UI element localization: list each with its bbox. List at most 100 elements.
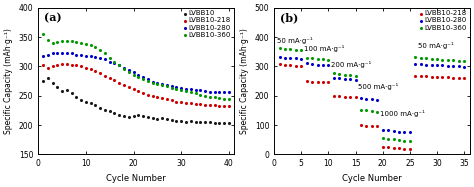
LVBB10-360 (116, 64, 123, 67)
LVBB10-280 (58, 52, 66, 55)
LVBB10-218 (135, 90, 142, 93)
LVBB10-360 (225, 98, 233, 101)
LVBB10-280 (368, 98, 375, 101)
Text: 50 mA·g⁻¹: 50 mA·g⁻¹ (277, 37, 312, 44)
LVBB10-218 (336, 95, 343, 98)
LVBB10 (58, 90, 66, 93)
LVBB10-360 (54, 40, 61, 43)
LVBB10-218 (292, 64, 300, 67)
LVBB10-218 (390, 146, 397, 149)
LVBB10-218 (96, 72, 104, 75)
LVBB10-218 (91, 70, 99, 73)
LVBB10-218 (197, 102, 204, 105)
LVBB10-280 (428, 63, 436, 66)
LVBB10-218 (144, 93, 152, 96)
LVBB10 (154, 118, 161, 121)
LVBB10-218 (182, 101, 190, 104)
LVBB10-360 (428, 57, 436, 60)
LVBB10-218 (173, 100, 180, 103)
LVBB10-280 (363, 97, 370, 100)
LVBB10-218 (357, 124, 365, 127)
LVBB10 (163, 118, 171, 121)
LVBB10-218 (368, 125, 375, 128)
LVBB10-218 (341, 95, 348, 98)
LVBB10-280 (149, 80, 156, 83)
LVBB10-360 (341, 73, 348, 76)
LVBB10 (106, 109, 113, 112)
LVBB10-360 (422, 57, 430, 60)
LVBB10-280 (220, 91, 228, 94)
LVBB10-360 (438, 58, 446, 61)
LVBB10-218 (281, 63, 289, 66)
LVBB10-280 (111, 61, 118, 64)
LVBB10 (68, 92, 75, 95)
LVBB10-280 (460, 65, 468, 68)
LVBB10-360 (154, 82, 161, 85)
LVBB10 (168, 119, 175, 122)
LVBB10 (111, 112, 118, 115)
LVBB10-218 (433, 75, 441, 78)
LVBB10-218 (417, 75, 425, 78)
LVBB10 (201, 121, 209, 124)
LVBB10 (197, 121, 204, 124)
LVBB10-280 (139, 75, 147, 78)
LVBB10 (39, 79, 47, 82)
LVBB10-280 (308, 62, 316, 65)
LVBB10-280 (287, 57, 294, 60)
LVBB10-360 (139, 78, 147, 81)
LVBB10-360 (73, 41, 80, 44)
LVBB10-360 (149, 81, 156, 84)
LVBB10-280 (168, 85, 175, 88)
LVBB10-280 (281, 56, 289, 59)
LVBB10 (87, 101, 94, 104)
LVBB10-218 (314, 80, 321, 83)
LVBB10-360 (433, 58, 441, 61)
LVBB10 (116, 113, 123, 116)
LVBB10-280 (192, 88, 200, 91)
LVBB10-280 (73, 53, 80, 56)
LVBB10-280 (182, 87, 190, 90)
LVBB10-280 (163, 84, 171, 87)
LVBB10-218 (158, 96, 166, 99)
LVBB10-360 (91, 45, 99, 48)
LVBB10-360 (406, 139, 414, 142)
LVBB10-218 (211, 104, 219, 107)
X-axis label: Cycle Number: Cycle Number (342, 174, 402, 183)
LVBB10 (206, 121, 214, 124)
LVBB10-360 (82, 43, 90, 46)
LVBB10-360 (163, 85, 171, 88)
LVBB10-280 (116, 64, 123, 67)
LVBB10-360 (276, 47, 283, 50)
LVBB10-218 (428, 75, 436, 78)
LVBB10-360 (111, 60, 118, 63)
LVBB10 (120, 115, 128, 118)
LVBB10-218 (77, 65, 85, 68)
LVBB10 (144, 116, 152, 119)
LVBB10-280 (433, 64, 441, 67)
LVBB10-280 (319, 63, 327, 66)
LVBB10-218 (352, 96, 359, 99)
LVBB10-360 (303, 56, 310, 59)
LVBB10-280 (292, 57, 300, 60)
LVBB10-360 (58, 39, 66, 42)
LVBB10-280 (187, 88, 195, 91)
LVBB10-280 (82, 54, 90, 57)
LVBB10 (130, 115, 137, 118)
LVBB10-280 (201, 90, 209, 93)
LVBB10 (101, 108, 109, 111)
LVBB10-280 (395, 130, 403, 133)
LVBB10-218 (116, 81, 123, 84)
LVBB10-280 (120, 66, 128, 69)
LVBB10 (44, 77, 52, 80)
LVBB10-360 (101, 52, 109, 55)
LVBB10-218 (401, 147, 408, 150)
LVBB10-218 (395, 147, 403, 150)
LVBB10-360 (308, 57, 316, 60)
LVBB10-218 (149, 94, 156, 97)
LVBB10-360 (395, 139, 403, 142)
LVBB10-360 (346, 74, 354, 77)
LVBB10-280 (154, 81, 161, 84)
LVBB10-360 (68, 40, 75, 43)
LVBB10-360 (201, 94, 209, 97)
LVBB10-360 (319, 58, 327, 61)
